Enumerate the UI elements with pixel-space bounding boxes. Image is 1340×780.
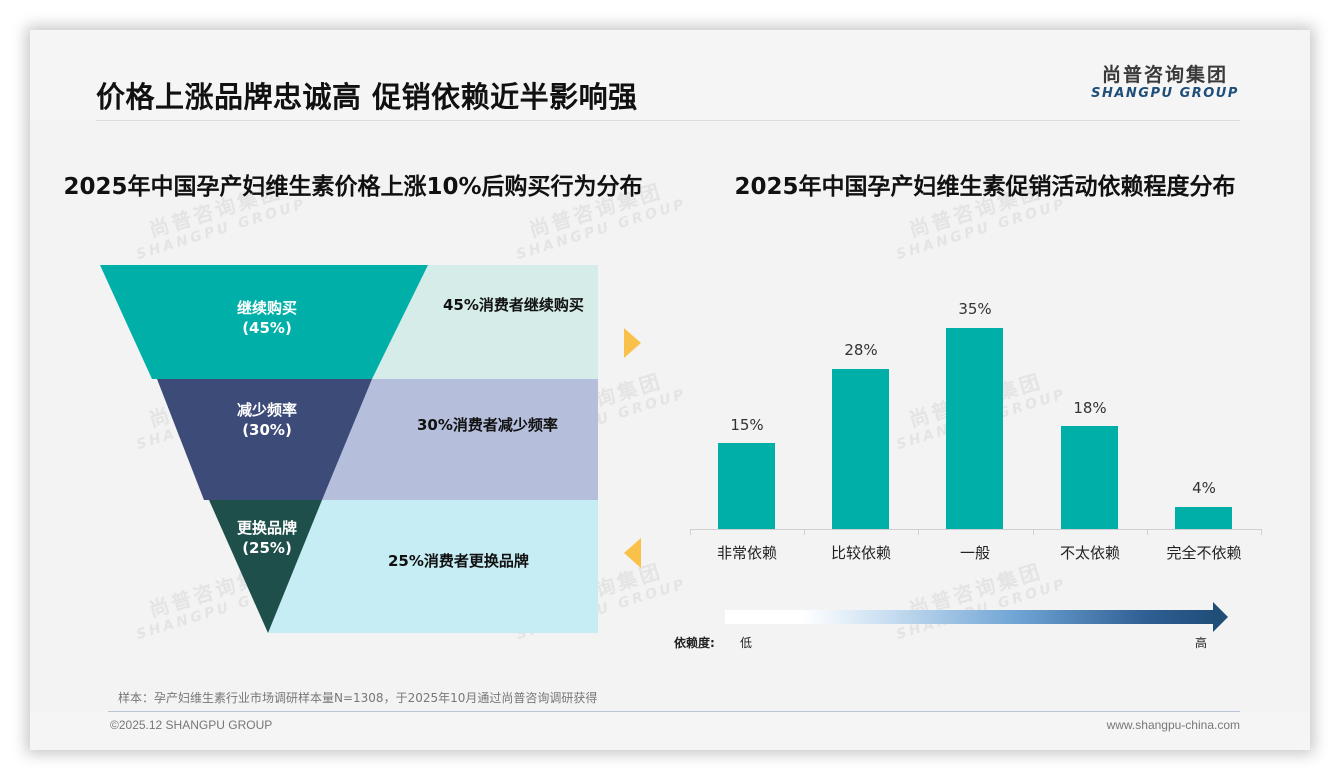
logo-cn: 尚普咨询集团 [1101,64,1228,86]
funnel-chart: 继续购买 (45%) 减少频率 (30%) 更换品牌 (25%) 45%消费者继… [100,265,600,635]
bar-category-label: 非常依赖 [716,544,777,562]
company-logo: 尚普咨询集团 SHANGPU GROUP [1088,64,1242,102]
funnel-band-label: 45%消费者继续购买 [443,296,584,314]
bar-category-label: 完全不依赖 [1166,544,1242,562]
bar [1061,426,1118,529]
funnel-graphic [100,265,598,633]
bar-category-label: 比较依赖 [830,544,891,562]
scale-title: 依赖度: [674,636,715,650]
website-link[interactable]: www.shangpu-china.com [1106,718,1240,732]
source-note: 样本：孕产妇维生素行业市场调研样本量N=1308，于2025年10月通过尚普咨询… [118,691,598,705]
slide: 价格上涨品牌忠诚高 促销依赖近半影响强 尚普咨询集团 SHANGPU GROUP… [30,30,1310,750]
pointer-left-icon [624,538,641,568]
bar-value-label: 18% [1073,399,1107,417]
funnel-segment-label: 减少频率 (30%) [236,401,297,439]
bar-value-label: 28% [844,341,878,359]
dependency-gradient-arrow [725,602,1235,632]
funnel-chart-title: 2025年中国孕产妇维生素价格上涨10%后购买行为分布 [63,174,643,200]
bar [946,328,1003,529]
bar-chart: 15% 28% 35% 18% 4% 非常依赖 比较依赖 一般 不太依赖 完全不… [690,290,1262,580]
scale-high-label: 高 [1195,636,1208,650]
funnel-band-switch [268,500,598,633]
page-title: 价格上涨品牌忠诚高 促销依赖近半影响强 [96,80,638,114]
funnel-segment-switch [209,500,322,633]
copyright: ©2025.12 SHANGPU GROUP [110,718,273,732]
x-axis [690,529,1262,530]
footer-strip [30,712,1310,750]
bar [832,369,889,529]
bar-value-label: 4% [1192,479,1216,497]
bar-value-label: 35% [958,300,992,318]
funnel-band-label: 30%消费者减少频率 [417,416,558,434]
bar-category-label: 一般 [959,544,990,562]
scale-low-label: 低 [740,636,753,650]
funnel-segment-label: 更换品牌 (25%) [236,519,297,557]
header-divider [96,120,1240,121]
funnel-band-label: 25%消费者更换品牌 [388,552,529,570]
footer-divider [108,711,1240,712]
funnel-segment-reduce [157,379,372,500]
bar-chart-title: 2025年中国孕产妇维生素促销活动依赖程度分布 [734,174,1236,200]
bar [1175,507,1232,529]
header-strip [30,30,1310,120]
bar-value-label: 15% [730,416,764,434]
bar [718,443,775,529]
funnel-segment-label: 继续购买 (45%) [236,299,297,337]
funnel-band-reduce [322,379,598,500]
bar-category-label: 不太依赖 [1059,544,1120,562]
arrow-head-icon [1213,602,1228,632]
funnel-segment-continue [100,265,428,379]
pointer-right-icon [624,328,641,358]
logo-en: SHANGPU GROUP [1091,86,1239,101]
